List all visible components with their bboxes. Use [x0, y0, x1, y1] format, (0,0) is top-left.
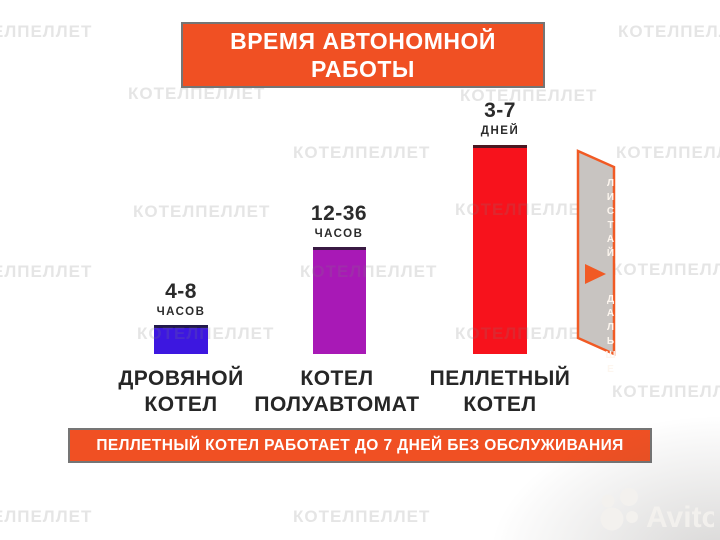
value-unit: ЧАСОВ	[314, 228, 364, 240]
watermark-text: КОТЕЛПЕЛЛЕТ	[618, 22, 720, 41]
category-line: ПОЛУАВТОМАТ	[254, 393, 420, 416]
ribbon-shape	[576, 149, 616, 356]
watermark-text: КОТЕЛПЕЛЛЕТ	[0, 22, 93, 41]
value-unit: ДНЕЙ	[480, 125, 520, 137]
title-banner: ВРЕМЯ АВТОНОМНОЙ РАБОТЫ	[181, 22, 545, 88]
watermark-text: КОТЕЛПЕЛЛЕТ	[0, 507, 93, 526]
bar-wood-boiler	[154, 325, 208, 354]
value-unit: ЧАСОВ	[156, 306, 206, 318]
watermark-text: КОТЕЛПЕЛЛЕТ	[133, 202, 271, 221]
value-range: 3-7	[484, 99, 516, 122]
avito-logo-icon: Avito	[600, 488, 720, 534]
annotation-text: ПЕЛЛЕТНЫЙ КОТЕЛ РАБОТАЕТ ДО 7 ДНЕЙ БЕЗ О…	[96, 436, 624, 454]
watermark-text: КОТЕЛПЕЛЛЕТ	[293, 507, 431, 526]
value-range: 4-8	[165, 280, 197, 303]
watermark-text: КОТЕЛПЕЛЛЕТ	[0, 262, 93, 281]
value-label-pellet: 3-7 ДНЕЙ	[430, 100, 570, 139]
watermark-text: КОТЕЛПЕЛЛЕТ	[612, 260, 720, 279]
page-title-line1: ВРЕМЯ АВТОНОМНОЙ	[230, 28, 496, 54]
value-label-wood: 4-8 ЧАСОВ	[111, 281, 251, 320]
category-line: КОТЕЛ	[144, 393, 218, 416]
watermark-text: КОТЕЛПЕЛЛЕТ	[612, 382, 720, 401]
bar-semiauto-boiler	[313, 247, 366, 354]
ribbon-text-top: ЛИСТАЙ	[605, 178, 616, 262]
avito-logo: Avito	[598, 485, 720, 538]
category-line: ДРОВЯНОЙ	[118, 367, 244, 390]
category-line: КОТЕЛ	[463, 393, 537, 416]
watermark-text: КОТЕЛПЕЛЛЕТ	[293, 143, 431, 162]
category-label-semiauto: КОТЕЛ ПОЛУАВТОМАТ	[232, 366, 442, 418]
swipe-next-ribbon: ЛИСТАЙ ДАЛЬШЕ	[576, 148, 616, 378]
category-line: ПЕЛЛЕТНЫЙ	[429, 367, 571, 390]
page-title-line2: РАБОТЫ	[311, 56, 415, 82]
value-label-semiauto: 12-36 ЧАСОВ	[269, 203, 409, 242]
arrow-right-icon	[585, 264, 606, 284]
category-label-wood: ДРОВЯНОЙ КОТЕЛ	[76, 366, 286, 418]
watermark-text: КОТЕЛПЕЛЛЕТ	[616, 143, 720, 162]
avito-logo-text: Avito	[646, 501, 714, 533]
annotation-banner: ПЕЛЛЕТНЫЙ КОТЕЛ РАБОТАЕТ ДО 7 ДНЕЙ БЕЗ О…	[68, 428, 652, 463]
category-label-pellet: ПЕЛЛЕТНЫЙ КОТЕЛ	[395, 366, 605, 418]
value-range: 12-36	[310, 202, 368, 225]
category-line: КОТЕЛ	[300, 367, 374, 390]
bar-pellet-boiler	[473, 145, 527, 354]
ribbon-text-bottom: ДАЛЬШЕ	[605, 294, 616, 378]
